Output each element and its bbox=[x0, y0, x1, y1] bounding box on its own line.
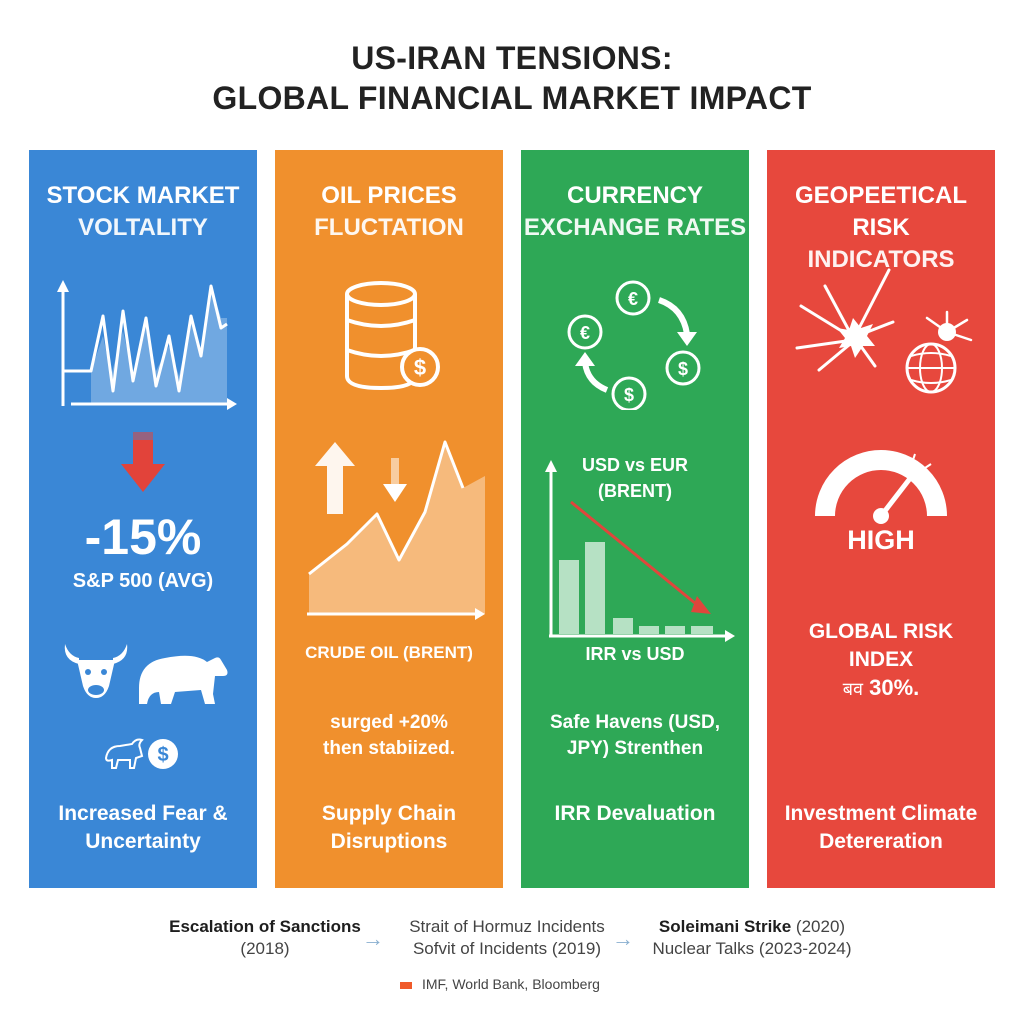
timeline-event: Strait of Hormuz Incidents bbox=[409, 917, 605, 936]
panel-title-line-1: STOCK MARKET bbox=[46, 182, 240, 209]
stock-change-value: -15% bbox=[84, 509, 202, 565]
timeline-item-soleimani: Soleimani Strike (2020) Nuclear Talks (2… bbox=[644, 916, 860, 960]
timeline: Escalation of Sanctions (2018) → Strait … bbox=[0, 916, 1024, 976]
footer-line-1: Increased Fear & bbox=[58, 802, 228, 825]
panel-title-line-2: EXCHANGE RATES bbox=[523, 214, 747, 241]
stock-market-panel: STOCK MARKET VOLTALITY -15% S&P 500 (AVG… bbox=[29, 150, 257, 888]
footer-line-1: Supply Chain bbox=[321, 802, 457, 825]
panel-title-line-2: INDICATORS bbox=[807, 246, 955, 273]
index-value: 30%. bbox=[869, 675, 920, 700]
bar-chart-icon bbox=[545, 460, 735, 642]
panel-title-line-1: GEOPEETICAL RISK bbox=[794, 182, 968, 241]
svg-text:$: $ bbox=[414, 355, 426, 380]
explosion-icon bbox=[795, 268, 895, 372]
dollar-coin-icon: $ bbox=[400, 347, 440, 387]
timeline-date: (2018) bbox=[240, 939, 290, 958]
area-chart-icon bbox=[307, 440, 485, 620]
index-line-2: INDEX bbox=[848, 648, 914, 671]
desc-line-2: JPY) Strenthen bbox=[566, 738, 704, 759]
panel-title: STOCK MARKET VOLTALITY bbox=[29, 180, 257, 244]
panel-title-line-1: OIL PRICES bbox=[321, 182, 457, 209]
index-line-1: GLOBAL RISK bbox=[808, 620, 954, 643]
oil-footer: Supply Chain Disruptions bbox=[275, 800, 503, 856]
title-line-1: US-IRAN TENSIONS: bbox=[351, 40, 673, 76]
globe-icon bbox=[905, 310, 973, 394]
up-arrow-icon bbox=[315, 442, 355, 514]
title-line-2: GLOBAL FINANCIAL MARKET IMPACT bbox=[212, 80, 812, 116]
bull-icon bbox=[64, 644, 128, 698]
currency-footer: IRR Devaluation bbox=[554, 802, 716, 825]
down-arrow-icon bbox=[121, 432, 165, 492]
arrow-right-icon: → bbox=[362, 926, 384, 951]
panel-title: CURRENCY EXCHANGE RATES bbox=[521, 180, 749, 244]
irr-usd-label: IRR vs USD bbox=[585, 644, 685, 664]
footer-line-2: Detereration bbox=[819, 830, 943, 853]
timeline-event-year: (2020) bbox=[791, 917, 846, 936]
panel-title-line-2: FLUCTATION bbox=[314, 214, 464, 241]
svg-text:$: $ bbox=[678, 359, 688, 379]
currency-description: Safe Havens (USD, JPY) Strenthen bbox=[521, 710, 749, 762]
crude-oil-label: CRUDE OIL (BRENT) bbox=[305, 643, 473, 662]
page-title: US-IRAN TENSIONS: GLOBAL FINANCIAL MARKE… bbox=[0, 38, 1024, 118]
chart-label-line-2: (BRENT) bbox=[598, 481, 672, 501]
stock-footer: Increased Fear & Uncertainty bbox=[29, 800, 257, 856]
source-text: IMF, World Bank, Bloomberg bbox=[422, 976, 600, 992]
panel-title: GEOPEETICAL RISK INDICATORS bbox=[767, 180, 995, 276]
timeline-item-hormuz: Strait of Hormuz Incidents Sofvit of Inc… bbox=[400, 916, 614, 960]
timeline-date: Nuclear Talks (2023-2024) bbox=[652, 939, 852, 958]
timeline-date: Sofvit of Incidents (2019) bbox=[412, 939, 602, 958]
currency-panel: CURRENCY EXCHANGE RATES € € $ $ USD vs E… bbox=[521, 150, 749, 888]
oil-prices-panel: OIL PRICES FLUCTATION $ CRUDE OIL (BRENT… bbox=[275, 150, 503, 888]
svg-text:$: $ bbox=[157, 744, 168, 766]
svg-text:$: $ bbox=[624, 385, 634, 405]
gauge-icon bbox=[815, 450, 947, 524]
desc-line-1: surged +20% bbox=[330, 712, 448, 733]
footer-line-1: Investment Climate bbox=[784, 802, 978, 825]
bear-icon bbox=[139, 655, 228, 704]
desc-line-2: then stabiized. bbox=[323, 738, 455, 759]
arrow-right-icon: → bbox=[612, 926, 634, 951]
svg-text:€: € bbox=[628, 289, 638, 309]
oil-description: surged +20% then stabiized. bbox=[275, 710, 503, 762]
timeline-event: Escalation of Sanctions bbox=[169, 917, 361, 936]
panel-title-line-2: VOLTALITY bbox=[78, 214, 208, 241]
chart-label-line-1: USD vs EUR bbox=[581, 455, 689, 475]
panel-title: OIL PRICES FLUCTATION bbox=[275, 180, 503, 244]
source-note: IMF, World Bank, Bloomberg bbox=[400, 976, 600, 992]
dollar-coin-icon: $ bbox=[148, 739, 178, 769]
currency-chart-label: USD vs EUR (BRENT) bbox=[521, 452, 749, 504]
footer-line-2: Uncertainty bbox=[85, 830, 201, 853]
down-arrow-icon bbox=[383, 458, 407, 502]
footer-line-2: Disruptions bbox=[330, 830, 448, 853]
geopolitical-risk-panel: GEOPEETICAL RISK INDICATORS bbox=[767, 150, 995, 888]
index-prefix: बव bbox=[842, 679, 863, 699]
timeline-item-sanctions: Escalation of Sanctions (2018) bbox=[140, 916, 390, 960]
risk-footer: Investment Climate Detereration bbox=[767, 800, 995, 856]
currency-exchange-icon: € € $ $ bbox=[567, 280, 701, 410]
bull-small-icon bbox=[104, 738, 144, 769]
svg-text:€: € bbox=[580, 323, 590, 343]
line-chart-icon bbox=[57, 280, 237, 410]
desc-line-1: Safe Havens (USD, bbox=[549, 712, 720, 733]
risk-index: GLOBAL RISK INDEX बव 30%. bbox=[767, 618, 995, 703]
panel-title-line-1: CURRENCY bbox=[566, 182, 703, 209]
sp500-label: S&P 500 (AVG) bbox=[72, 570, 214, 592]
risk-level-label: HIGH bbox=[847, 525, 915, 555]
source-marker-icon bbox=[400, 981, 412, 989]
timeline-event: Soleimani Strike bbox=[658, 917, 792, 936]
